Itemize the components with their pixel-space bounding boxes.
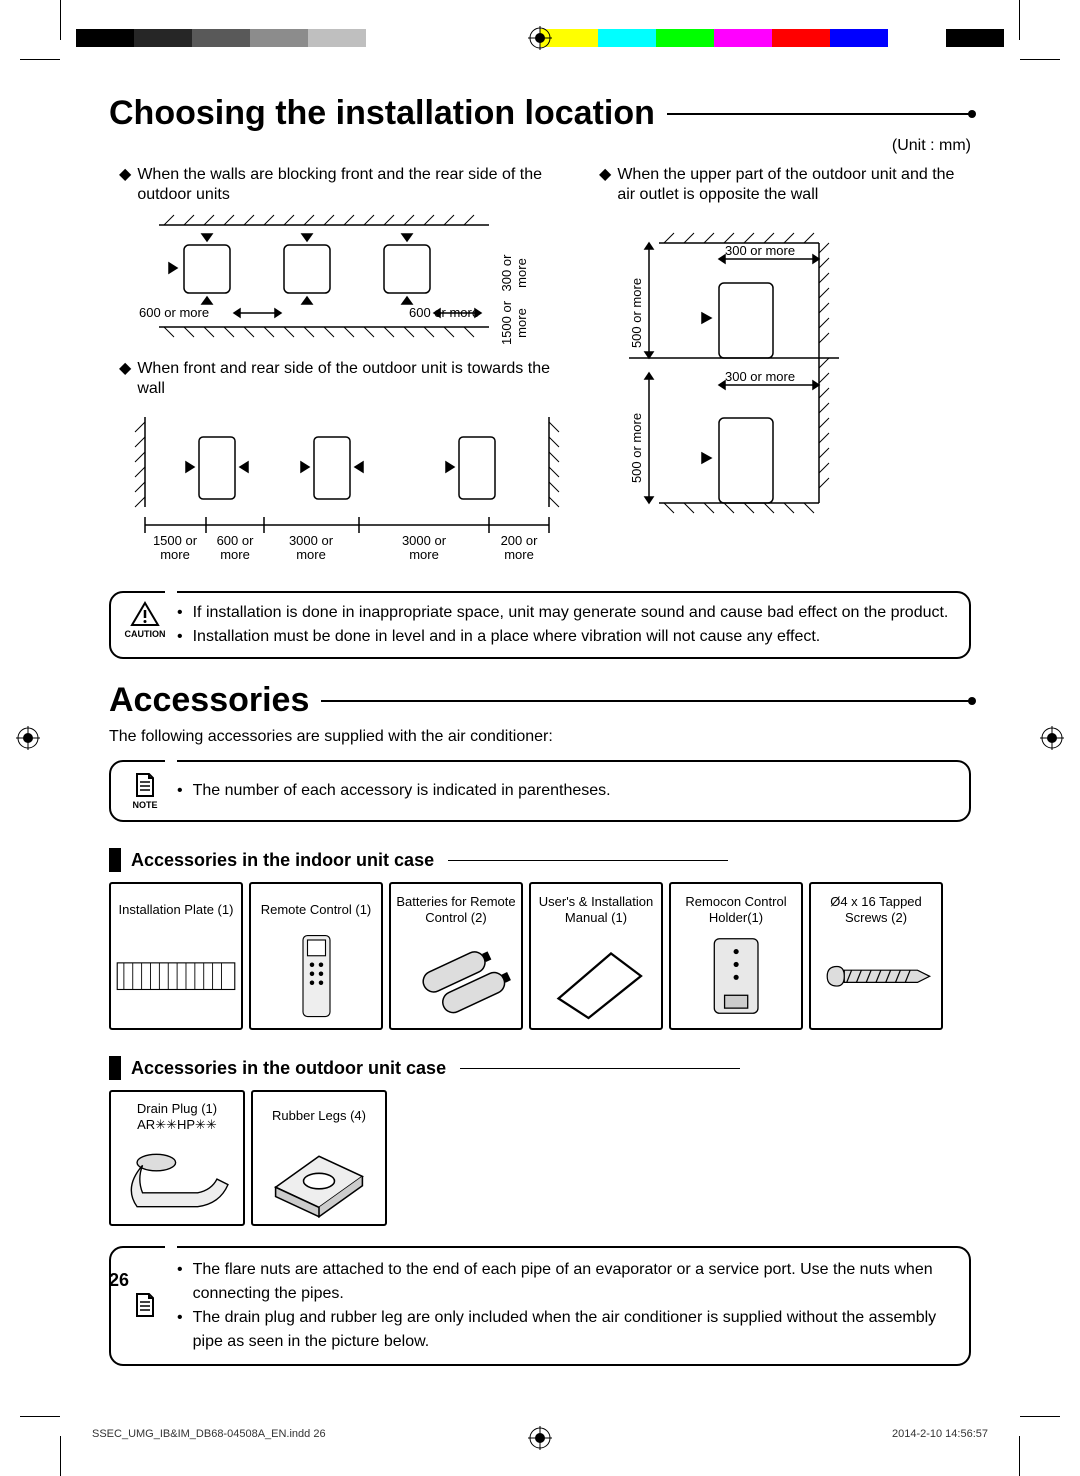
footnote-item: The flare nuts are attached to the end o… xyxy=(167,1258,957,1306)
svg-text:more: more xyxy=(504,547,534,562)
svg-text:1500 or: 1500 or xyxy=(153,533,198,548)
svg-text:300 or more: 300 or more xyxy=(725,369,795,384)
indoor-accessories: Installation Plate (1) Remote Control (1… xyxy=(109,882,971,1030)
svg-text:more: more xyxy=(220,547,250,562)
footer-filename: SSEC_UMG_IB&IM_DB68-04508A_EN.indd 26 xyxy=(92,1428,326,1440)
footnote-item: The drain plug and rubber leg are only i… xyxy=(167,1306,957,1354)
outdoor-subhead: Accessories in the outdoor unit case xyxy=(109,1056,971,1080)
note-box: NOTE The number of each accessory is ind… xyxy=(109,760,971,822)
acc-screws: Ø4 x 16 Tapped Screws (2) xyxy=(809,882,943,1030)
diagram-b: 1500 ormore 600 ormore 3000 ormore 3000 … xyxy=(109,407,569,577)
svg-text:more: more xyxy=(160,547,190,562)
footer-datetime: 2014-2-10 14:56:57 xyxy=(892,1428,988,1440)
svg-text:600 or more: 600 or more xyxy=(409,305,479,320)
registration-mark-icon xyxy=(16,726,40,750)
scenario-c-label: ◆When the upper part of the outdoor unit… xyxy=(599,165,971,205)
scenario-b-label: ◆When front and rear side of the outdoor… xyxy=(119,359,569,399)
caution-box: CAUTION If installation is done in inapp… xyxy=(109,591,971,659)
svg-text:more: more xyxy=(296,547,326,562)
acc-installation-plate: Installation Plate (1) xyxy=(109,882,243,1030)
footnote-box: The flare nuts are attached to the end o… xyxy=(109,1246,971,1366)
svg-text:more: more xyxy=(514,308,529,338)
page-number: 26 xyxy=(109,1270,129,1291)
diagram-c: 300 or more 500 or more 300 or more 500 … xyxy=(589,213,889,543)
note-icon: NOTE xyxy=(123,772,167,810)
footer: SSEC_UMG_IB&IM_DB68-04508A_EN.indd 26 20… xyxy=(76,1428,1004,1448)
note-item: The number of each accessory is indicate… xyxy=(167,779,957,803)
registration-mark-icon xyxy=(528,26,552,50)
svg-text:1500 or: 1500 or xyxy=(499,300,514,345)
caution-icon: CAUTION xyxy=(123,601,167,639)
registration-mark-icon xyxy=(1040,726,1064,750)
svg-text:3000 or: 3000 or xyxy=(289,533,334,548)
unit-note: (Unit : mm) xyxy=(109,137,971,155)
title-text: Choosing the installation location xyxy=(109,94,655,133)
acc-holder: Remocon Control Holder(1) xyxy=(669,882,803,1030)
acc-manual: User's & Installation Manual (1) xyxy=(529,882,663,1030)
indoor-subhead: Accessories in the indoor unit case xyxy=(109,848,971,872)
scenario-a-label: ◆When the walls are blocking front and t… xyxy=(119,165,569,205)
accessories-intro: The following accessories are supplied w… xyxy=(109,728,971,746)
acc-rubber-legs: Rubber Legs (4) xyxy=(251,1090,387,1226)
acc-drain-plug: Drain Plug (1) AR✳✳HP✳✳ xyxy=(109,1090,245,1226)
svg-text:500 or more: 500 or more xyxy=(629,278,644,348)
diagram-a: 600 or more 600 or more 300 or more 1500… xyxy=(109,213,569,353)
svg-text:more: more xyxy=(409,547,439,562)
svg-text:300 or more: 300 or more xyxy=(725,243,795,258)
accessories-title: Accessories xyxy=(109,681,971,720)
svg-text:600 or more: 600 or more xyxy=(139,305,209,320)
page-title: Choosing the installation location xyxy=(109,94,971,133)
svg-text:3000 or: 3000 or xyxy=(402,533,447,548)
acc-batteries: Batteries for Remote Control (2) xyxy=(389,882,523,1030)
svg-text:300 or: 300 or xyxy=(499,254,514,292)
svg-text:more: more xyxy=(514,258,529,288)
svg-text:500 or more: 500 or more xyxy=(629,413,644,483)
caution-item: If installation is done in inappropriate… xyxy=(167,601,957,625)
note-icon xyxy=(123,1292,167,1320)
svg-text:200 or: 200 or xyxy=(501,533,539,548)
outdoor-accessories: Drain Plug (1) AR✳✳HP✳✳ Rubber Legs (4) xyxy=(109,1090,971,1226)
svg-text:600 or: 600 or xyxy=(217,533,255,548)
acc-remote: Remote Control (1) xyxy=(249,882,383,1030)
caution-item: Installation must be done in level and i… xyxy=(167,625,957,649)
